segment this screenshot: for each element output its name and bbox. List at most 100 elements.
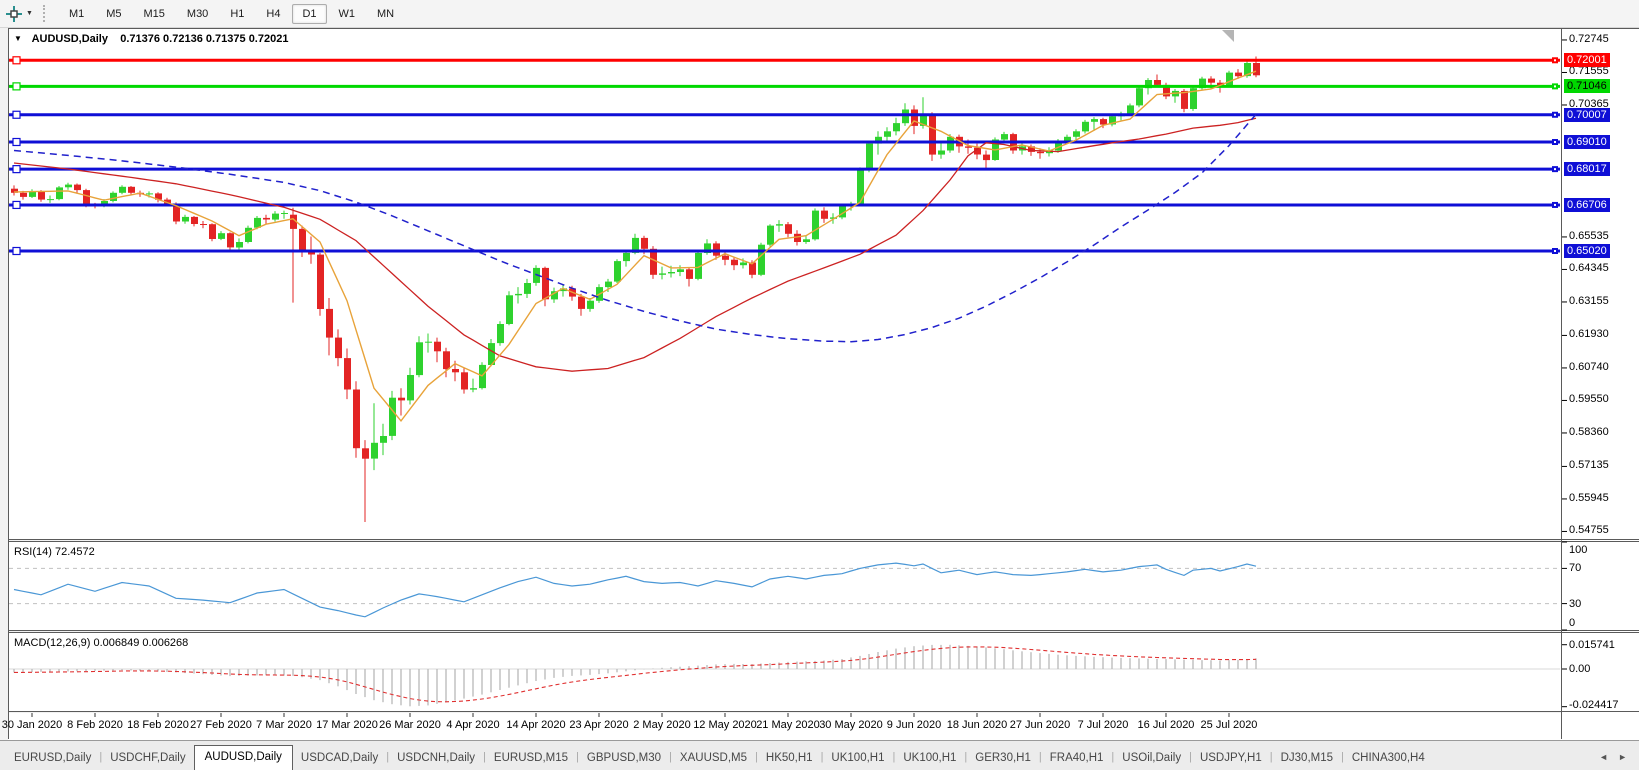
chart-tab-usdjpy-h1[interactable]: USDJPY,H1	[1199, 752, 1262, 764]
price-line-label: 0.71046	[1564, 79, 1610, 94]
macd-signal-line	[14, 646, 1257, 703]
chart-title-dropdown-icon[interactable]: ▼	[14, 34, 22, 43]
date-axis-label: 27 Jun 2020	[1009, 719, 1071, 731]
top-toolbar: ▼ M1 M5 M15 M30 H1 H4 D1 W1 MN	[0, 0, 1639, 28]
date-axis-label: 17 Mar 2020	[316, 719, 378, 731]
rsi-line	[13, 562, 1257, 618]
chart-tab-dj30-m15[interactable]: DJ30,M15	[1280, 752, 1334, 764]
tab-separator: |	[892, 751, 896, 763]
line-drag-handle	[12, 110, 21, 119]
price-line-label: 0.66706	[1564, 197, 1610, 212]
timeframe-button-m15[interactable]: M15	[143, 7, 165, 20]
chart-tab-eurusd-daily[interactable]: EURUSD,Daily	[14, 752, 92, 764]
ma-fast-line	[13, 70, 1257, 423]
timeframe-button-m30[interactable]: M30	[186, 7, 209, 20]
macd-axis-tick: 0.00	[1569, 663, 1591, 675]
time-axis[interactable]: 30 Jan 2020 8 Feb 2020 18 Feb 2020 27 Feb 2…	[0, 712, 1639, 740]
tab-scroll-left-icon[interactable]: ◄	[1599, 752, 1609, 762]
chart-shift-marker	[1222, 30, 1234, 42]
chart-tab-audusd-daily[interactable]: AUDUSD,Daily	[193, 745, 293, 770]
tab-separator: |	[669, 751, 672, 763]
crosshair-cursor-icon[interactable]	[5, 5, 23, 23]
chart-tab-bar: EURUSD,Daily | USDCHF,Daily AUDUSD,Daily USD…	[0, 740, 1639, 770]
macd-indicator-label: MACD(12,26,9) 0.006849 0.006268	[14, 637, 189, 649]
chart-tab-gbpusd-m30[interactable]: GBPUSD,M30	[586, 752, 662, 764]
date-axis-label: 18 Jun 2020	[946, 719, 1008, 731]
date-axis-label: 23 Apr 2020	[569, 719, 629, 731]
price-axis-tick: 0.64345	[1569, 262, 1609, 275]
price-axis-tick: 0.71555	[1569, 65, 1609, 78]
price-line-label: 0.65020	[1564, 244, 1610, 258]
macd-axis-tick: -0.024417	[1569, 699, 1619, 711]
chart-tab-fra40-h1[interactable]: FRA40,H1	[1049, 752, 1104, 764]
date-axis-label: 12 May 2020	[693, 719, 757, 731]
tab-scroll-right-icon[interactable]: ►	[1618, 752, 1627, 762]
timeframe-button-d1[interactable]: D1	[292, 3, 327, 24]
rsi-axis-tick: 70	[1569, 562, 1582, 575]
chart-tab-uk100-h1[interactable]: UK100,H1	[831, 752, 885, 764]
chart-tab-eurusd-m15[interactable]: EURUSD,M15	[493, 752, 569, 764]
date-axis-label: 7 Jul 2020	[1077, 719, 1129, 731]
date-axis-label: 16 Jul 2020	[1137, 719, 1195, 731]
chart-tab-xauusd-m5[interactable]: XAUUSD,M5	[679, 752, 748, 764]
timeframe-button-mn[interactable]: MN	[377, 7, 395, 20]
toolbar-grip[interactable]	[42, 5, 49, 22]
chart-title: ▼ AUDUSD,Daily 0.71376 0.72136 0.71375 0…	[14, 33, 288, 45]
chart-symbol-label: AUDUSD,Daily	[31, 33, 108, 45]
chart-canvas[interactable]	[0, 0, 1639, 740]
price-axis-tick: 0.70365	[1569, 97, 1609, 110]
price-axis-tick: 0.72745	[1569, 32, 1609, 45]
timeframe-button-h1[interactable]: H1	[230, 7, 245, 20]
date-axis-label: 26 Mar 2020	[379, 719, 441, 731]
tab-separator: |	[386, 751, 390, 763]
date-axis-label: 27 Feb 2020	[190, 719, 252, 731]
cursor-tool-dropdown-icon[interactable]: ▼	[26, 10, 33, 17]
chart-tab-hk50-h1[interactable]: HK50,H1	[765, 752, 813, 764]
price-axis-tick: 0.61930	[1569, 328, 1609, 341]
line-drag-handle	[12, 165, 21, 174]
price-axis-tick: 0.63155	[1569, 294, 1609, 307]
tab-separator: |	[1341, 751, 1344, 763]
date-axis-label: 8 Feb 2020	[67, 719, 123, 731]
price-axis-tick: 0.59550	[1569, 393, 1609, 406]
date-axis-label: 30 Jan 2020	[1, 719, 63, 731]
line-drag-handle	[12, 82, 21, 91]
chart-tab-ger30-h1[interactable]: GER30,H1	[975, 752, 1031, 764]
chart-tab-usoil-daily[interactable]: USOil,Daily	[1122, 752, 1182, 764]
tab-scroll-arrows: ◄ ►	[1599, 752, 1627, 770]
rsi-axis-tick: 30	[1569, 597, 1582, 610]
date-axis-label: 4 Apr 2020	[446, 719, 500, 731]
macd-histogram	[13, 644, 1257, 707]
tab-separator: |	[1189, 751, 1192, 763]
timeframe-button-h4[interactable]: H4	[266, 7, 281, 20]
chart-tab-usdchf-daily[interactable]: USDCHF,Daily	[110, 752, 186, 764]
tab-separator: |	[576, 751, 579, 763]
line-drag-handle	[12, 56, 21, 65]
price-line-label: 0.70007	[1564, 107, 1610, 122]
tab-separator: |	[1269, 751, 1273, 763]
line-drag-handle	[12, 246, 21, 256]
tab-separator: |	[964, 751, 968, 763]
chart-tab-china300-h4[interactable]: CHINA300,H4	[1351, 752, 1425, 764]
price-axis-tick: 0.57135	[1569, 459, 1609, 472]
chart-tab-usdcad-daily[interactable]: USDCAD,Daily	[300, 752, 379, 764]
line-drag-handle	[12, 137, 21, 147]
date-axis-label: 30 May 2020	[819, 719, 883, 731]
chart-tab-uk100-h1[interactable]: UK100,H1	[903, 752, 957, 764]
tab-separator: |	[1038, 751, 1042, 763]
rsi-indicator-label: RSI(14) 72.4572	[14, 546, 95, 558]
price-axis-tick: 0.55945	[1569, 491, 1609, 504]
timeframe-button-w1[interactable]: W1	[338, 7, 356, 20]
date-axis-label: 21 May 2020	[756, 719, 820, 731]
price-axis-tick: 0.65535	[1569, 229, 1609, 242]
rsi-axis-tick: 100	[1569, 544, 1588, 556]
timeframe-button-m5[interactable]: M5	[106, 7, 122, 20]
horizontal-level-lines[interactable]	[9, 56, 1560, 256]
date-axis-label: 7 Mar 2020	[256, 719, 312, 731]
date-axis-label: 18 Feb 2020	[127, 719, 189, 731]
timeframe-button-m1[interactable]: M1	[68, 7, 85, 20]
chart-tab-usdcnh-daily[interactable]: USDCNH,Daily	[397, 752, 476, 764]
tab-separator: |	[483, 751, 486, 763]
price-axis[interactable]: 0.72745 0.71555 0.70365 0.65535 0.64345 0.631…	[1561, 28, 1639, 740]
price-axis-tick: 0.60740	[1569, 360, 1609, 373]
